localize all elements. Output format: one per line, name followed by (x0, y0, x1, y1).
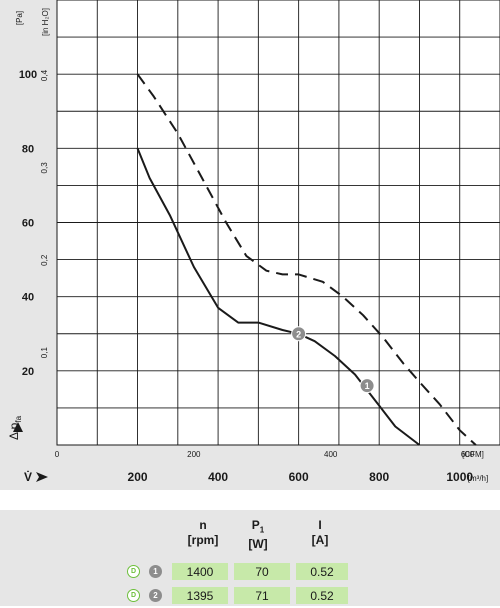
x-tick-label-m3h: 1000 (446, 470, 473, 484)
y-tick-label-inh2o: 0,2 (40, 254, 49, 266)
header-power: P1 [W] (238, 518, 278, 552)
x-tick-label-cfm: 600 (461, 450, 475, 459)
x-tick-label-m3h: 200 (128, 470, 148, 484)
x-tick-label-cfm: 200 (187, 450, 201, 459)
y-unit-inh2o: [in H₂O] (41, 8, 50, 36)
y-unit-pa: [Pa] (15, 11, 24, 25)
y-axis-arrow (13, 422, 23, 432)
row-2-amps: 0.52 (296, 587, 348, 604)
row-1-amps: 0.52 (296, 563, 348, 580)
y-tick-label-pa: 20 (22, 366, 34, 378)
header-current-unit: [A] (311, 533, 329, 547)
row-1-number-badge: 1 (149, 565, 162, 578)
performance-table: n [rpm] P1 [W] I [A] D 1 1400 70 0.52 D … (0, 490, 500, 608)
y-tick-label-pa: 60 (22, 218, 34, 230)
row-2-watts: 71 (234, 587, 290, 604)
header-power-symbol-wrap: P1 (238, 518, 278, 537)
x-tick-label-cfm: 400 (324, 450, 338, 459)
operating-point-marker-1 (359, 378, 375, 394)
y-tick-label-pa: 80 (22, 143, 34, 155)
operating-point-label-2: 2 (296, 329, 301, 339)
x-tick-label-m3h: 600 (289, 470, 309, 484)
x-axis-arrow (36, 472, 48, 482)
y-tick-label-pa: 100 (19, 69, 37, 81)
header-power-unit: [W] (248, 537, 268, 552)
y-axis-title-sub: fa (14, 415, 23, 422)
row-2-d-badge: D (127, 589, 140, 602)
y-tick-label-inh2o: 0,3 (40, 162, 49, 174)
x-tick-label-m3h: 400 (208, 470, 228, 484)
x-tick-label-m3h: 800 (369, 470, 389, 484)
header-speed-symbol: n (199, 518, 207, 532)
series-line-60hz (136, 73, 477, 446)
row-2-number-badge: 2 (149, 589, 162, 602)
row-2-rpm: 1395 (172, 587, 228, 604)
fan-curve-chart: 100 80 60 40 20 0,4 0,3 0,2 0,1 [Pa] Δ pfa 0 200 400 6… (0, 0, 500, 490)
row-1-watts: 70 (234, 563, 290, 580)
operating-point-label-1: 1 (365, 381, 370, 391)
x-unit-m3h: [m³/h] (468, 474, 488, 483)
x-unit-cfm: [CFM] (462, 450, 484, 459)
x-tick-label-cfm: 0 (55, 450, 60, 459)
x-axis-title: V̇ (24, 469, 32, 484)
header-speed-unit: [rpm] (187, 533, 219, 547)
operating-point-marker-2 (291, 326, 307, 342)
header-power-symbol: P (251, 518, 260, 532)
y-tick-label-pa: 40 (22, 292, 34, 304)
header-power-sub: 1 (259, 525, 265, 535)
header-current-symbol: I (318, 518, 322, 532)
y-tick-label-inh2o: 0,1 (40, 347, 49, 359)
header-speed: n [rpm] (180, 518, 226, 548)
y-tick-label-inh2o: 0,4 (40, 69, 49, 81)
header-current: I [A] (300, 518, 340, 548)
row-1-rpm: 1400 (172, 563, 228, 580)
row-1-d-badge: D (127, 565, 140, 578)
